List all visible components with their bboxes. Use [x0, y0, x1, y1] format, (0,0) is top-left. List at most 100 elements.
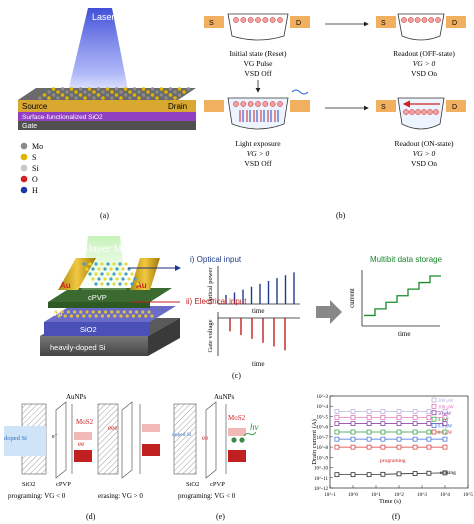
lattice-atom — [106, 272, 110, 276]
lattice-atom — [127, 277, 131, 281]
atom — [69, 93, 74, 97]
step4-line2: VG > 0 — [413, 149, 436, 158]
data-point — [366, 421, 372, 426]
si-label: heavily-doped Si — [50, 343, 106, 352]
charge-dot — [277, 17, 283, 23]
atom — [38, 96, 42, 100]
atom — [164, 90, 168, 94]
step4-title: Readout (ON-state) — [395, 139, 454, 148]
doped-si-label-d: doped Si — [4, 435, 27, 442]
lattice-atom — [100, 272, 104, 276]
atom — [137, 90, 141, 94]
legend-label: S — [32, 153, 36, 162]
caption-f: (f) — [392, 512, 400, 521]
charge-dot — [415, 109, 421, 115]
data-point — [350, 472, 356, 478]
data-point — [412, 471, 418, 476]
step1-title: Initial state (Reset) — [229, 49, 287, 58]
electrical-pulses — [229, 318, 286, 351]
lattice-atom — [124, 272, 128, 276]
atom — [168, 87, 173, 91]
legend-label: 100 μW — [438, 405, 454, 410]
atom — [177, 87, 182, 91]
nanoparticle — [125, 314, 129, 318]
atom — [173, 96, 177, 100]
legend-marker — [431, 429, 437, 435]
data-point — [396, 429, 402, 435]
atom — [69, 87, 74, 91]
process-arrow — [316, 300, 342, 324]
y-tick-label: 10^-3 — [316, 395, 328, 400]
lattice-atom — [124, 282, 128, 286]
legend-label: 200 μW — [438, 399, 454, 404]
charge-dot — [247, 17, 254, 23]
y-tick-label: 10^-7 — [316, 436, 328, 441]
y-tick-label: 10^-9 — [316, 456, 328, 461]
data-point — [396, 436, 402, 442]
charge-dot — [262, 17, 269, 23]
electrical-time-label: time — [252, 360, 264, 368]
charge-dot — [401, 17, 407, 23]
atom — [141, 93, 146, 97]
nanoparticle — [144, 314, 148, 318]
data-point — [334, 409, 340, 414]
atom — [56, 96, 60, 100]
atom — [51, 93, 56, 97]
data-point — [412, 436, 418, 442]
svg-text:ee: ee — [202, 434, 208, 442]
au-right-label: Au — [136, 281, 147, 290]
svg-text:e⁻: e⁻ — [52, 434, 58, 440]
data-point — [426, 444, 432, 450]
atom — [123, 87, 128, 91]
atom — [83, 96, 87, 100]
charge-dot — [427, 109, 433, 115]
storage-title: Multibit data storage — [370, 255, 443, 264]
nanoparticle — [91, 310, 95, 314]
programing-label-e: programing: VG < 0 — [178, 492, 236, 500]
aunps-label-e: AuNPs — [214, 393, 235, 401]
atom — [105, 87, 110, 91]
data-point — [396, 444, 402, 450]
lattice-atom — [100, 282, 104, 286]
data-point — [366, 409, 372, 414]
step3-title: Light exposure — [235, 139, 281, 148]
data-point — [380, 429, 386, 435]
nanoparticle — [100, 314, 104, 318]
atom — [92, 90, 96, 94]
legend-marker — [431, 397, 437, 403]
atom — [47, 90, 51, 94]
x-tick-label: 10^-1 — [324, 493, 336, 498]
sio2-label-e: SiO2 — [186, 481, 199, 488]
data-point — [366, 415, 372, 420]
atom — [177, 93, 182, 97]
data-point — [442, 470, 448, 476]
svg-text:S: S — [209, 20, 214, 27]
atom — [141, 87, 146, 91]
data-point — [426, 409, 432, 414]
aunps-label-d: AuNPs — [66, 393, 87, 401]
nanoparticle — [63, 314, 67, 318]
lattice-atom — [112, 282, 116, 286]
source-label: Source — [22, 102, 48, 111]
panel-d: AuNPs doped Si MoS2 ee e⁻ SiO2 cPVP prog… — [4, 393, 160, 521]
device-light: Light exposure VG > 0 VSD Off — [204, 89, 310, 168]
charge-dot — [403, 109, 409, 115]
caption-b: (b) — [336, 211, 346, 220]
aunps-layer — [54, 310, 154, 318]
gate-label: Gate — [22, 123, 37, 130]
data-point — [334, 444, 340, 450]
atom — [105, 93, 110, 97]
panel-f: 10^-3 10^-4 10^-5 10^-6 10^-7 10^-8 10^-9 10^-1… — [311, 395, 473, 521]
charge-dot — [240, 101, 247, 107]
atom — [159, 93, 164, 97]
lattice-atom — [112, 262, 116, 266]
nanoparticle — [110, 310, 114, 314]
charge-dot — [433, 109, 439, 115]
data-point — [366, 444, 372, 450]
atom — [186, 87, 191, 91]
sio2-label-c: SiO2 — [80, 325, 97, 334]
legend-marker — [431, 416, 437, 422]
data-point — [350, 421, 356, 426]
lattice-atom — [133, 277, 137, 281]
atom — [101, 90, 105, 94]
